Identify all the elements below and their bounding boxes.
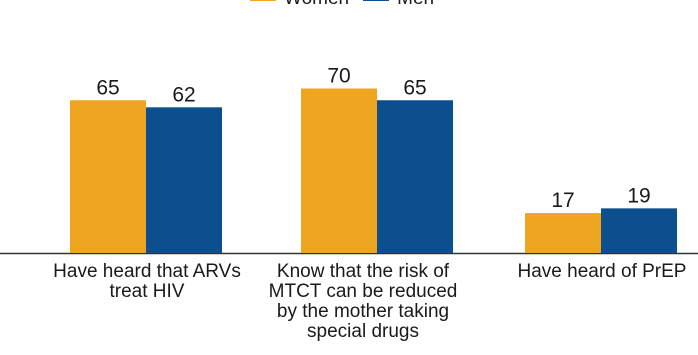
data-label-men-3: 19 [627,184,650,207]
data-label-women-3: 17 [551,189,574,212]
data-label-men-2: 65 [403,76,426,99]
bar-men-2 [377,100,453,253]
category-label-3: Have heard of PrEP [497,262,698,282]
category-label-1: Have heard that ARVs treat HIV [42,262,252,302]
bar-men-3 [601,208,677,253]
data-label-women-1: 65 [96,76,119,99]
bar-women-2 [301,89,377,254]
data-label-men-1: 62 [172,83,195,106]
bar-women-1 [70,100,146,253]
bar-men-1 [146,107,222,253]
bar-women-3 [525,213,601,253]
data-label-women-2: 70 [327,65,350,88]
category-label-2: Know that the risk of MTCT can be reduce… [258,262,468,342]
